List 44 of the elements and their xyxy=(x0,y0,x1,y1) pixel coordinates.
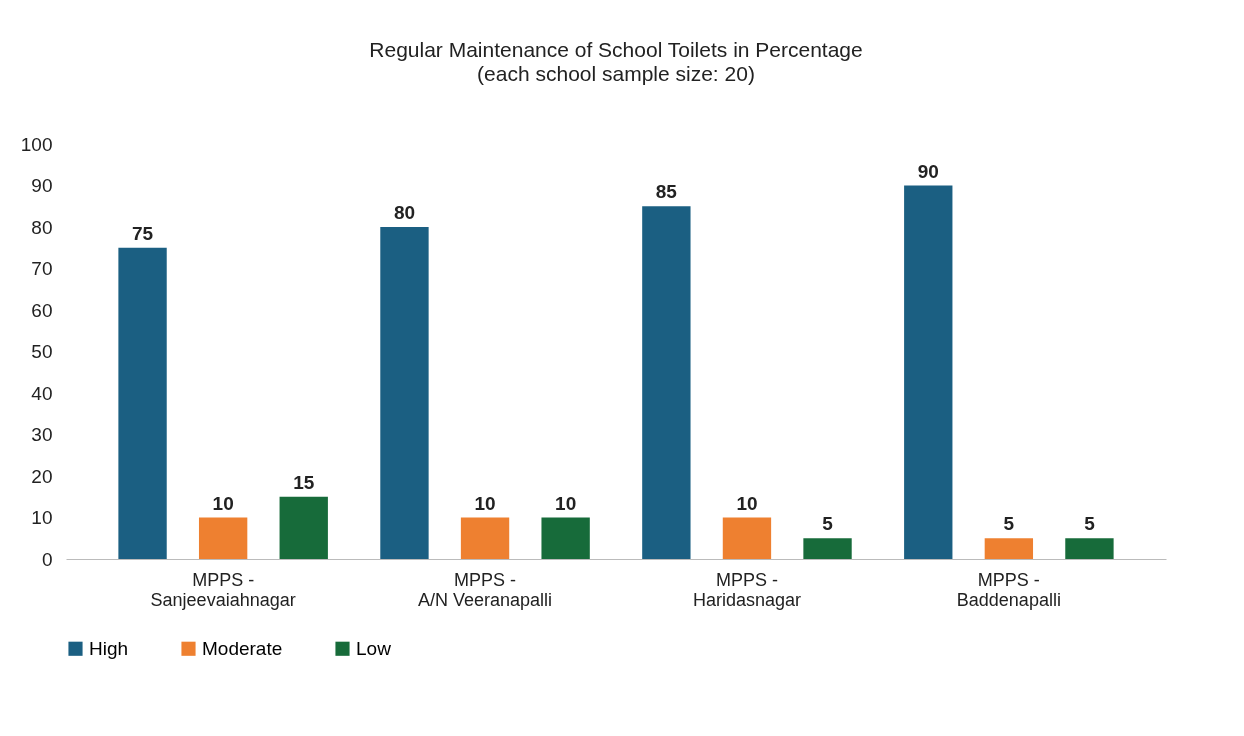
bar xyxy=(460,517,510,559)
bar xyxy=(118,247,167,559)
y-tick-label: 30 xyxy=(31,424,53,445)
data-label: 90 xyxy=(917,160,939,182)
data-label: 5 xyxy=(1084,513,1096,535)
legend-label: Moderate xyxy=(202,637,283,659)
y-tick-label: 40 xyxy=(31,382,53,404)
x-tick-label: MPPS - Haridasnagar xyxy=(692,569,801,610)
legend-label: Low xyxy=(356,637,392,659)
y-tick-label: 70 xyxy=(31,258,53,279)
data-label: 10 xyxy=(736,492,758,514)
legend-label: High xyxy=(89,637,129,659)
bar xyxy=(279,496,328,559)
data-label: 5 xyxy=(822,513,834,535)
data-label: 10 xyxy=(555,492,577,514)
data-label: 85 xyxy=(655,181,678,203)
bar xyxy=(198,517,248,559)
y-tick-label: 20 xyxy=(31,465,53,487)
chart-subtitle: (each school sample size: 20) xyxy=(477,62,755,85)
data-label: 75 xyxy=(131,222,154,244)
data-label: 10 xyxy=(212,492,234,514)
bar xyxy=(1065,538,1114,559)
y-tick-label: 10 xyxy=(31,507,53,528)
bar xyxy=(541,517,590,559)
data-label: 5 xyxy=(1003,513,1015,535)
bar xyxy=(722,517,772,559)
bar xyxy=(803,538,852,559)
data-label: 15 xyxy=(293,471,315,493)
x-tick-label: MPPS - Baddenapalli xyxy=(956,569,1061,610)
chart-title: Regular Maintenance of School Toilets in Percentage xyxy=(369,38,863,61)
bar xyxy=(642,206,691,559)
y-tick-label: 0 xyxy=(41,548,53,570)
y-tick-label: 60 xyxy=(31,299,53,321)
data-label: 10 xyxy=(474,492,496,514)
bar xyxy=(984,538,1034,559)
y-tick-label: 50 xyxy=(31,341,53,362)
bar xyxy=(904,185,953,559)
y-tick-label: 90 xyxy=(31,175,53,196)
y-tick-label: 80 xyxy=(31,216,53,238)
data-label: 80 xyxy=(393,202,416,223)
x-tick-label: MPPS - Sanjeevaiahnagar xyxy=(150,569,296,610)
y-tick-label: 100 xyxy=(20,133,53,155)
bar xyxy=(380,227,429,559)
x-tick-label: MPPS - A/N Veeranapalli xyxy=(418,569,553,610)
